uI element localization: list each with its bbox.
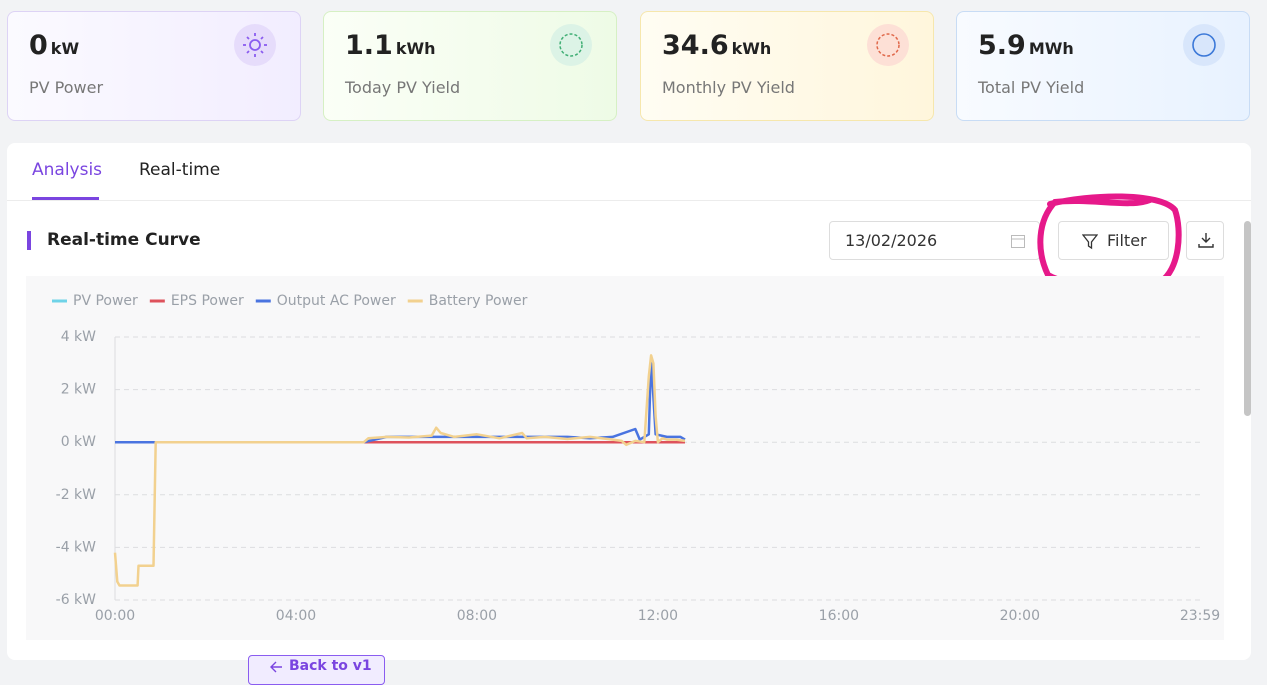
- card-value-wrap: 5.9 MWh: [978, 30, 1074, 61]
- x-tick-label: 00:00: [95, 608, 135, 624]
- back-button[interactable]: Back to v1: [248, 655, 385, 685]
- x-tick-label: 20:00: [1000, 608, 1040, 624]
- x-tick-label: 23:59: [1180, 608, 1220, 624]
- card-value: 0: [29, 30, 48, 61]
- date-text: 13/02/2026: [845, 231, 938, 250]
- legend-label: EPS Power: [171, 293, 244, 309]
- card-icon: [234, 24, 276, 66]
- legend-label: Output AC Power: [277, 293, 396, 309]
- x-tick-label: 16:00: [819, 608, 859, 624]
- card: 5.9 MWh Total PV Yield: [956, 11, 1250, 121]
- series-line: [115, 356, 686, 444]
- card-unit: kWh: [395, 39, 436, 58]
- filter-button[interactable]: Filter: [1058, 221, 1169, 260]
- card: 0 kW PV Power: [7, 11, 301, 121]
- card-label: Monthly PV Yield: [662, 78, 795, 97]
- card-label: Total PV Yield: [978, 78, 1085, 97]
- card-value: 1.1: [345, 30, 393, 61]
- series-line: [113, 354, 686, 587]
- card-value-wrap: 34.6 kWh: [662, 30, 771, 61]
- download-button[interactable]: [1186, 221, 1224, 260]
- y-tick-label: 4 kW: [61, 329, 96, 345]
- y-tick-label: 0 kW: [61, 434, 96, 450]
- tab[interactable]: Real-time: [139, 160, 221, 180]
- annotation-circle: [1037, 193, 1182, 289]
- card-icon: [1183, 24, 1225, 66]
- card-value-wrap: 0 kW: [29, 30, 79, 61]
- filter-text: Filter: [1107, 231, 1147, 250]
- y-tick-label: -4 kW: [56, 539, 97, 555]
- tab[interactable]: Analysis: [32, 160, 103, 180]
- card-icon: [550, 24, 592, 66]
- x-tick-label: 12:00: [638, 608, 678, 624]
- card-label: PV Power: [29, 78, 104, 97]
- legend-label: PV Power: [73, 293, 138, 309]
- title-marker: [27, 231, 31, 250]
- back-text: Back to v1: [289, 658, 372, 674]
- card-value: 5.9: [978, 30, 1026, 61]
- card: 34.6 kWh Monthly PV Yield: [640, 11, 934, 121]
- card-value-wrap: 1.1 kWh: [345, 30, 436, 61]
- section-title: Real-time Curve: [47, 230, 201, 250]
- scrollbar[interactable]: [1244, 221, 1251, 416]
- legend-label: Battery Power: [429, 293, 528, 309]
- card-unit: kWh: [731, 39, 772, 58]
- divider: [7, 200, 1251, 201]
- y-tick-label: -6 kW: [56, 592, 97, 608]
- card-value: 34.6: [662, 30, 729, 61]
- y-tick-label: 2 kW: [61, 382, 96, 398]
- card-icon: [867, 24, 909, 66]
- date-input[interactable]: 13/02/2026: [829, 221, 1040, 260]
- y-tick-label: -2 kW: [56, 487, 97, 503]
- x-tick-label: 08:00: [457, 608, 497, 624]
- x-tick-label: 04:00: [276, 608, 316, 624]
- card-unit: MWh: [1028, 39, 1074, 58]
- card-label: Today PV Yield: [345, 78, 461, 97]
- card: 1.1 kWh Today PV Yield: [323, 11, 617, 121]
- card-unit: kW: [50, 39, 80, 58]
- tab-underline: [32, 197, 99, 200]
